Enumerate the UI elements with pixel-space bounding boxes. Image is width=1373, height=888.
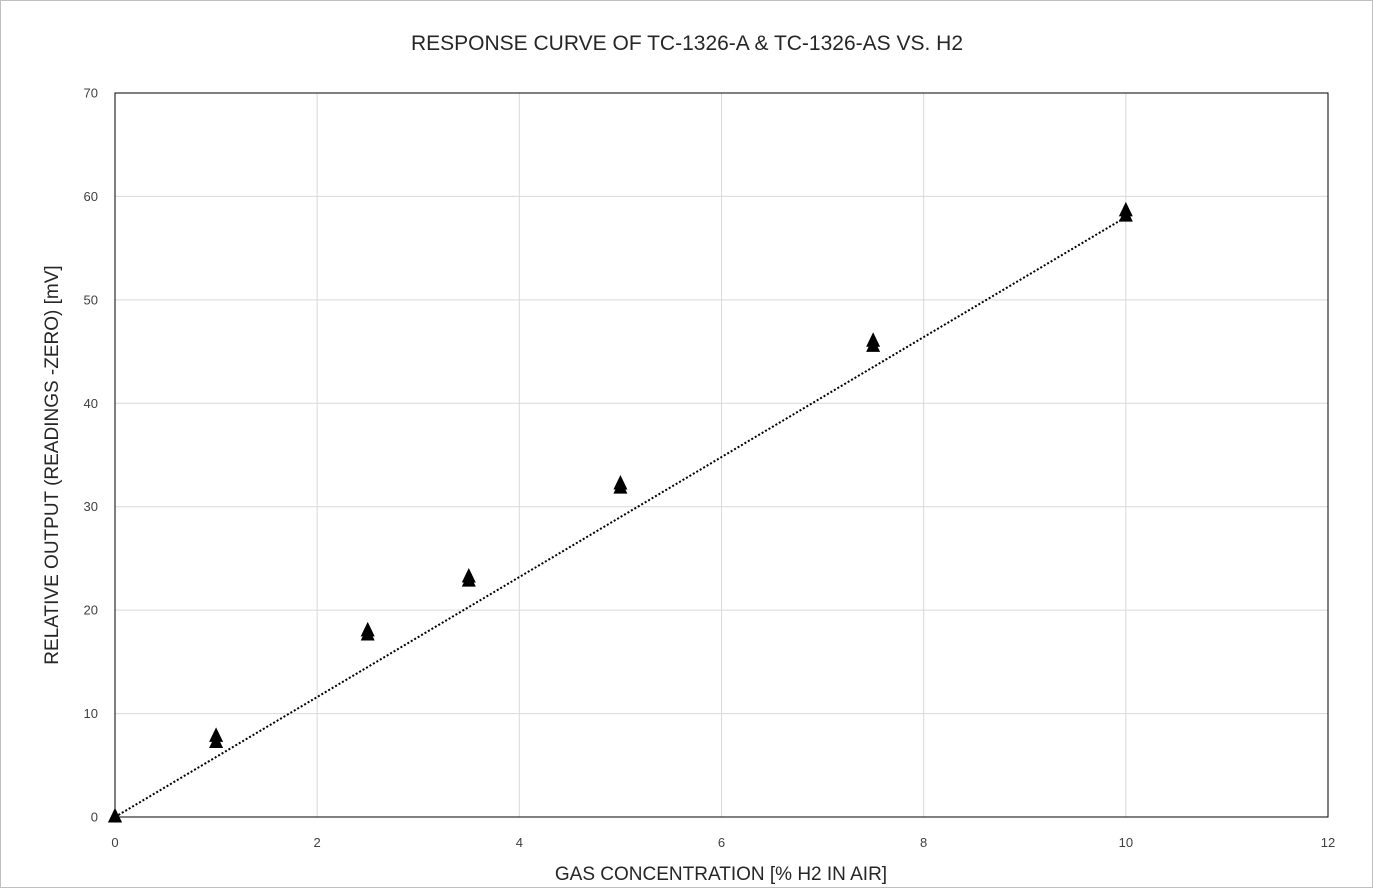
x-tick-label: 4 xyxy=(516,835,523,850)
x-tick-label: 2 xyxy=(314,835,321,850)
y-tick-label: 50 xyxy=(84,292,98,307)
data-point-triangle xyxy=(613,479,628,494)
plot-area-border xyxy=(114,92,1329,818)
y-tick-label: 70 xyxy=(84,86,98,101)
x-tick-label: 10 xyxy=(1119,835,1133,850)
x-axis-title: GAS CONCENTRATION [% H2 IN AIR] xyxy=(555,864,887,885)
x-tick-labels: 0 2 4 6 8 10 12 xyxy=(111,835,1335,850)
y-tick-label: 10 xyxy=(84,706,98,721)
data-markers xyxy=(108,201,1133,823)
data-point-triangle xyxy=(866,337,881,352)
data-point-triangle xyxy=(1118,207,1133,222)
y-tick-label: 30 xyxy=(84,499,98,514)
y-tick-label: 0 xyxy=(91,810,98,825)
x-tick-label: 0 xyxy=(111,835,118,850)
data-point-triangle xyxy=(108,808,122,823)
y-tick-labels: 0 10 20 30 40 50 60 70 xyxy=(84,86,98,825)
data-point-triangle xyxy=(209,733,224,749)
x-tick-label: 12 xyxy=(1321,835,1335,850)
y-tick-label: 60 xyxy=(84,189,98,204)
x-tick-label: 6 xyxy=(718,835,725,850)
trendline xyxy=(114,216,1127,818)
y-tick-label: 20 xyxy=(84,603,98,618)
data-point-triangle xyxy=(360,625,375,641)
gridlines xyxy=(114,92,1329,818)
data-point-triangle xyxy=(461,572,476,587)
y-tick-label: 40 xyxy=(84,396,98,411)
chart-title: RESPONSE CURVE OF TC-1326-A & TC-1326-AS… xyxy=(411,32,963,55)
y-axis-title: RELATIVE OUTPUT (READINGS -ZERO) [mV] xyxy=(42,265,63,664)
x-tick-label: 8 xyxy=(920,835,927,850)
trendline-group xyxy=(114,216,1127,818)
